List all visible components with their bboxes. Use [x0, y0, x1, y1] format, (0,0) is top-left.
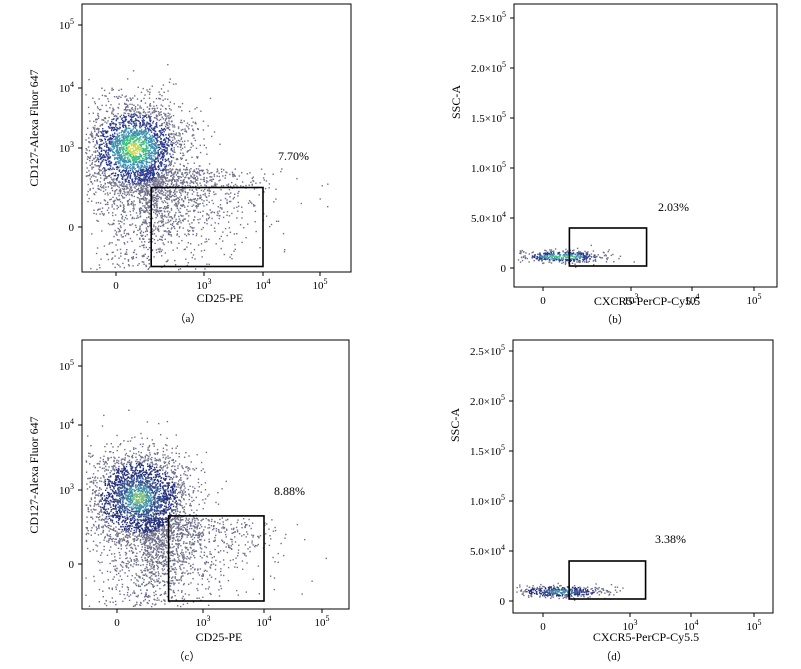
y-tick-label: 5.0×104 — [470, 543, 505, 558]
panel-b: 2.03%0 103 104 10505.0×1041.0×1051.5×1052.0… — [449, 3, 778, 326]
y-tick-label: 104 — [59, 417, 74, 432]
x-axis-label: CXCR5-PerCP-Cy5.5 — [593, 630, 699, 644]
x-tick-label: 105 — [313, 277, 328, 292]
gate-percent-label: 8.88% — [274, 484, 305, 498]
y-tick-label: 2.5×105 — [470, 343, 505, 358]
x-tick-label: 103 — [197, 277, 212, 292]
event-cloud — [85, 409, 327, 608]
plot-frame — [513, 3, 778, 288]
y-tick-label: 103 — [59, 482, 74, 497]
panel-c: 8.88% 0 103 104 105 0 103 104 105 CD25-PE CD127-Al… — [27, 339, 350, 663]
panel-caption: （b） — [601, 313, 629, 326]
event-cloud — [85, 64, 329, 271]
y-tick-label: 0 — [69, 222, 75, 234]
y-tick-label: 1.5×105 — [471, 110, 506, 125]
x-tick-label: 103 — [196, 614, 211, 629]
plot-frame — [81, 339, 350, 610]
y-tick-label: 0 — [501, 263, 507, 275]
x-tick-label: 0 — [113, 280, 119, 292]
y-tick-label: 1.5×105 — [470, 443, 505, 458]
panel-a: 7.70% 0 103 104 105 0 103 104 105 CD25-PE CD127-Al… — [27, 3, 352, 325]
y-tick-label: 0 — [500, 596, 506, 608]
gate-box[interactable] — [568, 227, 648, 267]
panel-d: 3.38%0 103 104 10505.0×1041.0×1051.5×1052.0… — [448, 339, 774, 663]
gate-percent-label: 2.03% — [658, 200, 689, 214]
y-tick-label: 2.0×105 — [471, 60, 506, 75]
y-tick-label: 1.0×105 — [471, 160, 506, 175]
gate-box[interactable] — [568, 560, 647, 600]
gate-box[interactable] — [167, 515, 265, 602]
x-axis-label: CD25-PE — [197, 291, 244, 305]
event-cloud — [517, 244, 635, 268]
x-axis-label: CXCR5-PerCP-Cy5.5 — [594, 294, 700, 308]
y-tick-label: 5.0×104 — [471, 210, 506, 225]
panel-caption: （a） — [175, 312, 202, 325]
x-tick-label: 105 — [747, 292, 762, 307]
x-tick-label: 104 — [256, 277, 271, 292]
y-tick-label: 2.0×105 — [470, 393, 505, 408]
x-tick-label: 104 — [257, 614, 272, 629]
y-tick-label: 104 — [59, 80, 74, 95]
x-tick-label: 0 — [540, 621, 546, 633]
y-tick-label: 0 — [69, 559, 75, 571]
panel-caption: （d） — [600, 650, 628, 663]
y-axis-label: CD127-Alexa Fluor 647 — [27, 416, 41, 533]
x-tick-label: 105 — [747, 618, 762, 633]
y-tick-label: 105 — [59, 358, 74, 373]
y-tick-label: 103 — [59, 140, 74, 155]
y-axis-label: SSC-A — [448, 408, 462, 442]
y-tick-label: 105 — [59, 17, 74, 32]
x-axis-label: CD25-PE — [196, 630, 243, 644]
plot-frame — [81, 3, 352, 273]
gate-box[interactable] — [150, 186, 264, 268]
y-axis-label: CD127-Alexa Fluor 647 — [27, 69, 41, 186]
x-tick-label: 105 — [315, 614, 330, 629]
plot-frame — [512, 339, 774, 614]
y-tick-label: 1.0×105 — [470, 493, 505, 508]
event-cloud — [516, 582, 624, 601]
x-tick-label: 0 — [114, 617, 120, 629]
y-axis-label: SSC-A — [449, 85, 463, 119]
gate-percent-label: 7.70% — [278, 149, 309, 163]
gate-percent-label: 3.38% — [655, 532, 686, 546]
panel-caption: （c） — [174, 650, 201, 663]
y-tick-label: 2.5×105 — [471, 10, 506, 25]
x-tick-label: 0 — [540, 295, 546, 307]
